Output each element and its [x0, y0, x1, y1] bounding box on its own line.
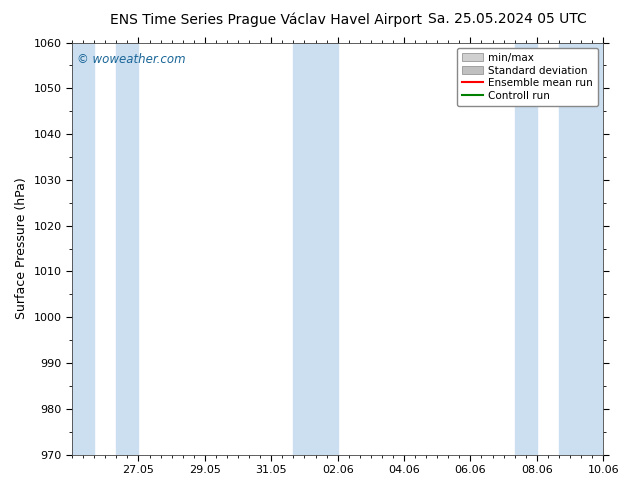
- Text: Sa. 25.05.2024 05 UTC: Sa. 25.05.2024 05 UTC: [428, 12, 586, 26]
- Y-axis label: Surface Pressure (hPa): Surface Pressure (hPa): [15, 178, 28, 319]
- Legend: min/max, Standard deviation, Ensemble mean run, Controll run: min/max, Standard deviation, Ensemble me…: [456, 48, 598, 106]
- Bar: [315, 43, 338, 455]
- Text: © woweather.com: © woweather.com: [77, 53, 186, 66]
- Bar: [294, 43, 315, 455]
- Bar: [72, 43, 94, 455]
- Text: ENS Time Series Prague Václav Havel Airport: ENS Time Series Prague Václav Havel Airp…: [110, 12, 422, 27]
- Bar: [515, 43, 537, 455]
- Bar: [559, 43, 603, 455]
- Bar: [116, 43, 138, 455]
